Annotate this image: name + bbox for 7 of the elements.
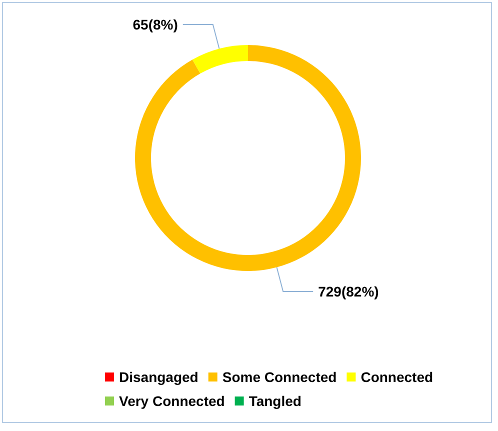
legend-label: Tangled — [248, 393, 302, 409]
data-label: 65(8%) — [132, 16, 178, 33]
data-label: 729(82%) — [318, 283, 379, 300]
legend-label: Very Connected — [119, 393, 225, 409]
legend-label: Some Connected — [222, 369, 337, 385]
legend-label: Disangaged — [119, 369, 198, 385]
legend-label: Connected — [360, 369, 434, 385]
